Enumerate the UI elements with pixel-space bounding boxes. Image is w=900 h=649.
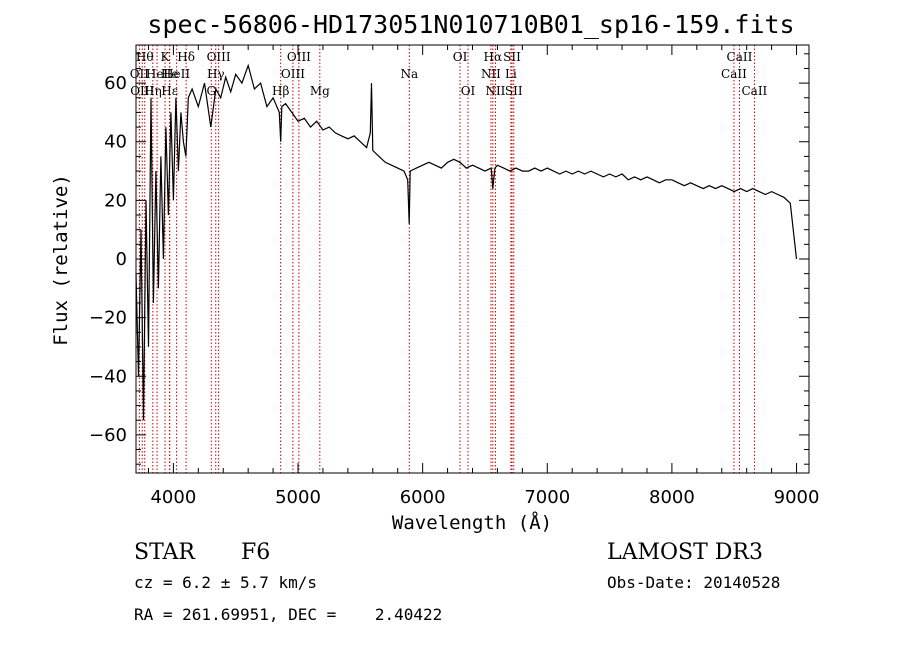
- spectral-line-label: Li: [505, 67, 517, 81]
- spectral-line-label: OIII: [281, 67, 305, 81]
- y-tick-label: 20: [104, 190, 127, 211]
- spectral-line-label: Hα: [484, 50, 503, 64]
- y-tick-label: 60: [104, 73, 127, 94]
- obs-date: Obs-Date: 20140528: [607, 573, 780, 592]
- spectral-line-label: OIII: [207, 50, 231, 64]
- spectral-line-label: SII: [503, 50, 521, 64]
- object-type: STAR: [134, 540, 196, 565]
- spectral-line-label: NII: [481, 67, 501, 81]
- spectral-line-label: OII: [130, 67, 150, 81]
- spectral-line-label: He: [161, 67, 179, 81]
- spectral-line-label: Mg: [310, 84, 330, 98]
- coords-readout: RA = 261.69951, DEC = 2.40422: [134, 605, 442, 624]
- spectral-line-label: OI: [461, 84, 476, 98]
- survey-name: LAMOST DR3: [607, 540, 763, 565]
- spectral-line-label: NII: [485, 84, 505, 98]
- x-axis-ticks: 4000 5000 6000 7000 8000 9000: [147, 45, 820, 508]
- spectral-line-label: Hθ: [136, 50, 154, 64]
- y-tick-label: −40: [89, 366, 127, 387]
- x-tick-label: 6000: [400, 487, 446, 508]
- x-tick-label: 4000: [150, 487, 196, 508]
- x-tick-label: 5000: [275, 487, 321, 508]
- x-tick-label: 9000: [774, 487, 820, 508]
- spectrum-line: [135, 63, 798, 421]
- spectral-line-label: Hβ: [272, 84, 289, 98]
- y-tick-label: −60: [89, 425, 127, 446]
- spectral-line-label: OIII: [287, 50, 311, 64]
- x-tick-label: 7000: [524, 487, 570, 508]
- spectral-line-label: OI: [453, 50, 468, 64]
- spectral-line-label: CaII: [721, 67, 747, 81]
- spectral-line-label: HeI: [146, 67, 169, 81]
- y-axis-label: Flux (relative): [50, 174, 72, 346]
- spectral-line-markers: [138, 45, 755, 473]
- spectral-line-label: Hδ: [177, 50, 195, 64]
- subclass: F6: [241, 540, 270, 565]
- redshift-readout: cz = 6.2 ± 5.7 km/s: [134, 573, 317, 592]
- y-tick-label: −20: [89, 308, 127, 329]
- spectral-line-label: CaII: [741, 84, 767, 98]
- y-tick-label: 0: [116, 249, 127, 270]
- y-axis-ticks: −60 −40 −20 0 20 40 60: [89, 53, 809, 465]
- spectral-line-label: Hε: [161, 84, 178, 98]
- plot-frame: [135, 44, 810, 474]
- spectral-line-label: SII: [505, 84, 523, 98]
- x-axis-label: Wavelength (Å): [392, 511, 552, 534]
- spectral-line-label: K: [161, 50, 171, 64]
- spectral-line-label: CaII: [727, 50, 753, 64]
- spectral-line-label: Hη: [144, 84, 162, 98]
- spectral-line-label: HeII: [163, 67, 190, 81]
- spectral-line-label: G: [206, 84, 216, 98]
- spectral-line-label: Hγ: [207, 67, 225, 81]
- chart-title: spec-56806-HD173051N010710B01_sp16-159.f…: [147, 10, 794, 39]
- y-tick-label: 40: [104, 132, 127, 153]
- x-tick-label: 8000: [649, 487, 695, 508]
- spectral-line-label: Na: [400, 67, 418, 81]
